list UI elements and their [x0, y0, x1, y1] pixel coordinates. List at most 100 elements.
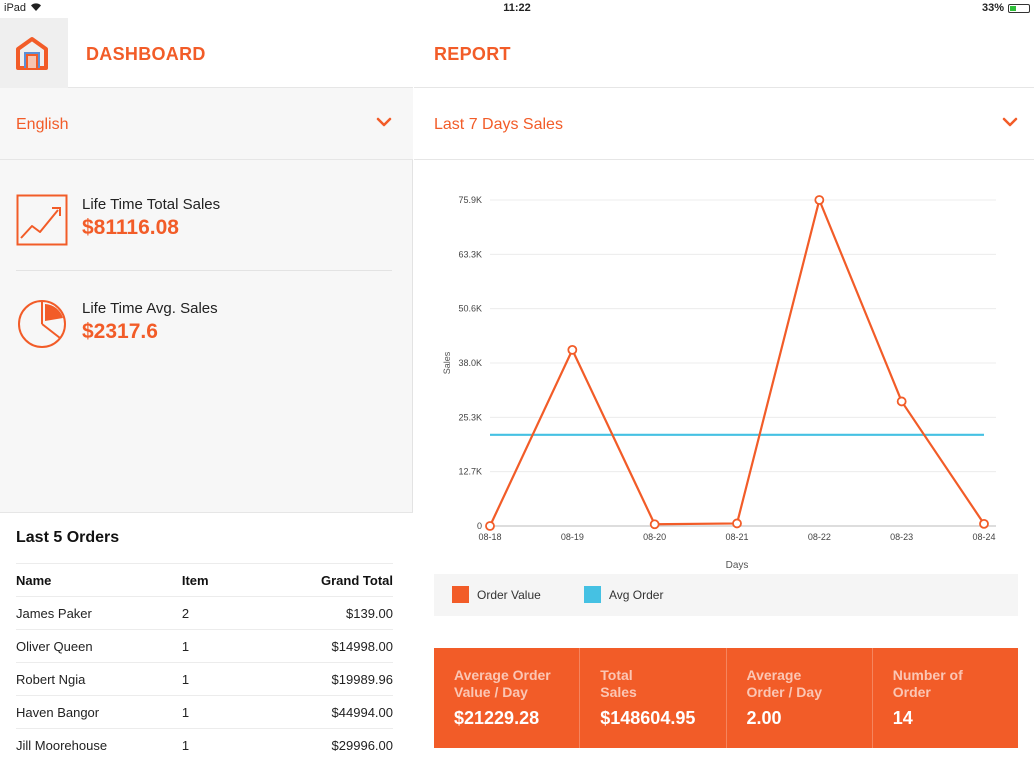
data-point [567, 344, 578, 355]
x-axis-label: Days [726, 560, 749, 571]
data-point [732, 518, 742, 529]
stat-label: Life Time Avg. Sales [82, 300, 218, 317]
summary-total-sales: Total Sales $148604.95 [580, 648, 727, 748]
chevron-down-icon [376, 117, 392, 127]
stat-value: $2317.6 [82, 320, 158, 343]
column-header-item: Item [181, 563, 262, 597]
summary-label: Total Sales [600, 667, 637, 700]
order-items: 1 [181, 629, 262, 663]
orders-table: Name Item Grand Total James Paker 2 $139… [16, 563, 393, 762]
dashboard-header: DASHBOARD [0, 18, 413, 88]
stat-label: Life Time Total Sales [82, 196, 221, 213]
pie-chart-icon [18, 300, 66, 348]
summary-value: 2.00 [746, 708, 782, 728]
summary-label: Number of Order [892, 667, 963, 700]
legend-item-avg-order[interactable]: Avg Order [584, 586, 663, 603]
x-tick-label: 08-22 [808, 532, 831, 542]
data-point [649, 519, 660, 530]
data-point [979, 518, 989, 529]
report-title: REPORT [434, 44, 511, 64]
summary-number-of-order: Number of Order 14 [873, 648, 1018, 748]
column-header-grand-total: Grand Total [261, 563, 393, 597]
x-tick-label: 08-20 [643, 532, 666, 542]
order-name: Haven Bangor [16, 695, 182, 729]
table-row[interactable]: Robert Ngia 1 $19989.96 [16, 662, 393, 696]
x-tick-label: 08-19 [561, 532, 584, 542]
line-chart-icon [16, 194, 68, 246]
summary-value: $21229.28 [454, 708, 540, 728]
divider [16, 270, 392, 271]
battery-percent: 33% [981, 2, 1004, 14]
summary-label: Average Order / Day [746, 667, 822, 700]
section-title: Last 5 Orders [16, 529, 120, 546]
order-items: 1 [181, 728, 262, 762]
order-items: 1 [181, 662, 262, 696]
summary-value: 14 [892, 708, 913, 728]
x-tick-label: 08-23 [890, 532, 913, 542]
order-total: $139.00 [261, 596, 393, 630]
legend-item-order-value[interactable]: Order Value [452, 586, 541, 603]
legend-label: Avg Order [609, 587, 664, 602]
page-title: DASHBOARD [86, 44, 206, 64]
order-total: $29996.00 [261, 728, 393, 762]
y-tick-label: 12.7K [458, 467, 482, 477]
table-header-row: Name Item Grand Total [16, 563, 393, 597]
report-range-select[interactable]: Last 7 Days Sales [414, 88, 1034, 160]
legend-swatch [584, 586, 601, 603]
data-point [896, 396, 907, 407]
y-tick-label: 63.3K [458, 249, 482, 259]
data-point [814, 195, 825, 205]
y-tick-label: 25.3K [458, 412, 482, 422]
order-items: 1 [181, 695, 262, 729]
order-total: $44994.00 [261, 695, 393, 729]
legend-swatch [452, 586, 469, 603]
order-name: Robert Ngia [16, 662, 182, 696]
order-items: 2 [181, 596, 262, 630]
y-tick-label: 75.9K [458, 195, 482, 205]
table-row[interactable]: Haven Bangor 1 $44994.00 [16, 695, 393, 729]
dashboard-panel: DASHBOARD English Life Time Total Sales … [0, 18, 413, 766]
y-axis-label: Sales [442, 351, 452, 374]
status-time: 11:22 [503, 2, 531, 14]
order-name: Oliver Queen [16, 629, 182, 663]
x-tick-label: 08-21 [725, 532, 748, 542]
device-name: iPad [4, 2, 27, 14]
x-tick-label: 08-24 [972, 532, 995, 542]
last-orders-section: Last 5 Orders Name Item Grand Total Jame… [0, 512, 413, 766]
summary-value: $148604.95 [600, 708, 696, 728]
language-value: English [16, 116, 69, 133]
data-point [485, 521, 495, 531]
battery-icon [1008, 3, 1030, 13]
order-name: James Paker [16, 596, 182, 630]
report-summary: Average Order Value / Day $21229.28 Tota… [434, 648, 1018, 748]
table-row[interactable]: Oliver Queen 1 $14998.00 [16, 629, 393, 663]
chart-legend: Order Value Avg Order [434, 574, 1018, 616]
legend-label: Order Value [477, 587, 541, 602]
y-tick-label: 0 [477, 521, 482, 531]
chevron-down-icon [1002, 117, 1018, 127]
stat-value: $81116.08 [82, 216, 179, 239]
sales-line-chart: 0 12.7K 25.3K 38.0K 50.6K 63.3K 75.9K 08-18 08-1… [442, 195, 996, 571]
summary-avg-order-value: Average Order Value / Day $21229.28 [434, 648, 581, 748]
column-header-name: Name [16, 563, 182, 597]
table-row[interactable]: James Paker 2 $139.00 [16, 596, 393, 630]
x-tick-label: 08-18 [478, 532, 501, 542]
summary-label: Average Order Value / Day [454, 667, 551, 700]
status-bar: iPad 11:22 33% [0, 0, 1034, 18]
report-range-value: Last 7 Days Sales [434, 116, 563, 133]
language-select[interactable]: English [0, 88, 413, 160]
table-row[interactable]: Jill Moorehouse 1 $29996.00 [16, 728, 393, 762]
wifi-icon [30, 2, 42, 14]
report-header: REPORT [414, 18, 1034, 88]
status-right: 33% [982, 2, 1030, 14]
order-total: $14998.00 [261, 629, 393, 663]
y-tick-label: 50.6K [458, 304, 482, 314]
app-logo[interactable] [0, 18, 68, 88]
store-logo-icon [16, 37, 48, 70]
order-total: $19989.96 [261, 662, 393, 696]
order-name: Jill Moorehouse [16, 728, 182, 762]
report-panel: REPORT Last 7 Days Sales 0 12.7K 25.3K 38.0… [414, 18, 1034, 766]
y-tick-label: 38.0K [458, 358, 482, 368]
status-left: iPad [4, 2, 42, 14]
summary-avg-order-per-day: Average Order / Day 2.00 [727, 648, 873, 748]
